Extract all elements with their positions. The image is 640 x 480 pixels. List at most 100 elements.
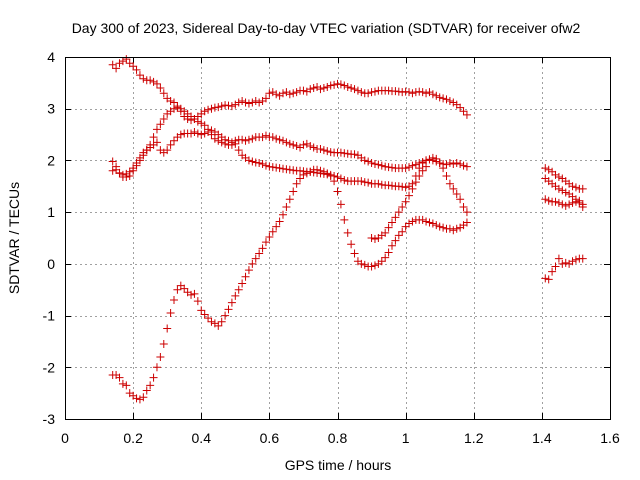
data-point-marker [241,136,250,145]
data-point-marker [122,381,131,390]
plot-frame [65,57,611,420]
data-point-marker [244,156,253,165]
data-point-marker [159,89,168,98]
data-point-marker [316,145,325,154]
y-tick-label: 1 [47,204,55,220]
data-point-marker [388,218,396,227]
data-point-marker [432,157,441,166]
data-point-marker [139,151,148,160]
data-point-marker [391,236,400,245]
data-point-marker [381,228,390,237]
data-point-marker [391,87,400,96]
data-point-marker [364,178,373,187]
data-point-marker [405,191,414,200]
data-point-marker [551,170,560,179]
x-tick-labels: 0 0.2 0.4 0.6 0.8 1 1.2 1.4 1.6 [61,430,620,446]
data-point-marker [343,149,352,158]
data-point-marker [251,96,260,105]
data-point-marker [261,94,270,103]
data-point-marker [241,98,250,107]
data-point-marker [207,126,216,135]
data-point-marker [156,120,165,129]
data-point-marker [115,373,124,382]
data-point-marker [384,181,393,190]
data-point-marker [265,89,274,98]
data-point-marker [227,298,236,307]
series-track-b [108,79,471,179]
data-point-marker [544,196,553,205]
data-point-marker [370,261,379,270]
data-point-marker [459,107,468,116]
data-point-marker [139,393,148,402]
data-point-marker [255,159,264,168]
data-point-marker [200,310,209,319]
series-track-c [108,126,471,181]
data-point-marker [118,57,127,66]
data-point-marker [115,169,124,178]
data-point-marker [170,296,178,305]
data-point-marker [462,218,471,227]
data-point-marker [115,59,124,68]
data-point-marker [388,163,396,172]
y-tick-label: 3 [47,101,55,117]
y-tick-label: 2 [47,152,55,168]
data-point-marker [112,162,121,171]
data-point-marker [394,87,403,96]
data-point-marker [279,210,287,219]
data-point-marker [227,102,236,111]
data-point-marker [364,157,373,166]
data-point-marker [275,164,284,173]
data-point-marker [415,159,424,168]
data-point-marker [456,103,465,112]
data-point-marker [398,88,407,97]
data-point-marker [193,129,202,138]
data-point-marker [384,86,393,95]
data-point-marker [108,157,117,166]
data-point-marker [255,249,264,258]
data-point-marker [122,172,131,181]
data-point-marker [445,224,454,233]
data-point-marker [452,190,461,199]
data-point-marker [377,161,386,170]
data-point-marker [224,305,233,314]
data-point-marker [279,164,287,173]
data-point-marker [452,159,461,168]
data-point-marker [456,160,465,169]
data-point-marker [445,179,454,188]
data-point-marker [374,160,383,169]
data-point-marker [200,129,209,138]
data-point-marker [558,259,567,268]
data-point-marker [285,90,294,99]
data-point-marker [238,135,247,144]
data-point-marker [221,311,230,320]
data-point-marker [217,317,226,326]
chart-title: Day 300 of 2023, Sidereal Day-to-day VTE… [72,20,581,36]
data-point-marker [578,200,587,209]
data-point-marker [299,86,308,95]
data-point-marker [149,373,158,382]
data-point-marker [316,85,325,94]
x-axis-label: GPS time / hours [285,457,392,473]
data-point-marker [462,162,471,171]
data-point-marker [204,127,213,136]
data-point-marker [244,266,253,275]
data-point-marker [340,149,349,158]
data-point-marker [541,274,550,283]
data-point-marker [568,257,577,266]
data-point-marker [210,103,219,112]
data-point-marker [418,215,427,224]
data-point-marker [285,139,294,148]
data-point-marker [268,163,277,172]
data-point-marker [418,88,427,97]
data-point-marker [261,131,270,140]
data-point-marker [292,141,301,150]
data-point-marker [548,267,557,276]
data-point-marker [268,227,277,236]
data-point-marker [163,146,172,155]
data-point-marker [319,167,328,176]
data-point-marker [370,87,379,96]
data-point-marker [282,165,291,174]
data-point-marker [394,182,403,191]
data-point-marker [388,181,396,190]
data-point-marker [336,174,345,183]
